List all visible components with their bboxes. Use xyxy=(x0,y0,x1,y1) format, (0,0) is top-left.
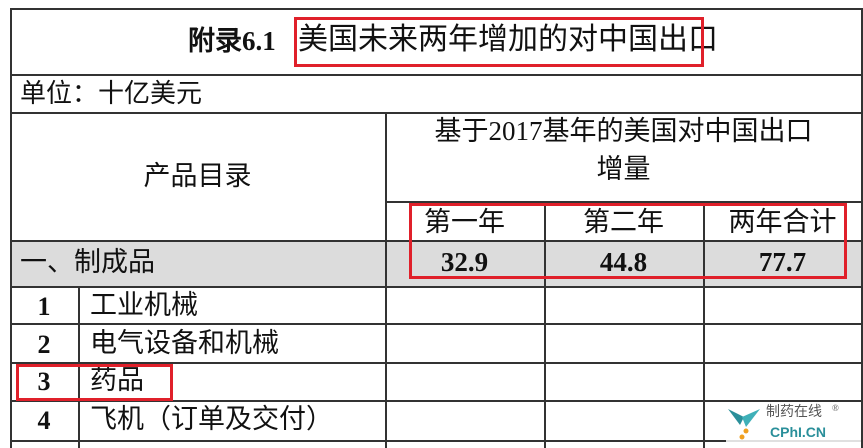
category-value: 77.7 xyxy=(758,247,807,277)
values-highlight-box xyxy=(409,203,847,279)
watermark-cn: 制药在线 xyxy=(766,404,822,420)
divider xyxy=(10,8,862,10)
divider xyxy=(10,8,12,448)
unit-label: 单位：十亿美元 xyxy=(20,79,203,108)
category-label: 一、制成品 xyxy=(20,247,155,277)
row-label: 电气设备和机械 xyxy=(90,328,279,358)
divider xyxy=(10,286,862,288)
appendix-label: 附录6.1 xyxy=(188,26,276,56)
category-value: 44.8 xyxy=(599,247,648,277)
divider xyxy=(10,323,862,325)
year-header: 两年合计 xyxy=(728,207,837,237)
row-number: 1 xyxy=(37,292,51,321)
divider xyxy=(703,201,705,448)
row-label: 飞机（订单及交付） xyxy=(90,404,333,434)
divider xyxy=(385,201,862,203)
divider xyxy=(544,201,546,448)
row-number: 3 xyxy=(37,367,51,396)
divider xyxy=(861,8,863,448)
category-value: 32.9 xyxy=(440,247,489,277)
title-highlight-box xyxy=(294,17,704,67)
divider xyxy=(10,112,862,114)
col-group-header-line2: 增量 xyxy=(596,154,651,184)
row-label: 药品 xyxy=(90,365,144,395)
divider xyxy=(10,440,862,442)
divider xyxy=(10,400,862,402)
divider xyxy=(10,74,862,76)
year-header: 第一年 xyxy=(424,207,505,237)
divider xyxy=(385,112,387,448)
watermark-en: CPhI.CN xyxy=(770,424,826,440)
drug-row-highlight-box xyxy=(16,364,173,401)
divider xyxy=(10,240,862,242)
row-number: 2 xyxy=(37,330,51,359)
row-label: 工业机械 xyxy=(90,290,198,320)
watermark-registered: ® xyxy=(832,403,839,413)
row-number: 4 xyxy=(37,406,51,435)
year-header: 第二年 xyxy=(583,207,664,237)
cphi-logo-icon xyxy=(728,409,760,440)
col-group-header-line1: 基于2017基年的美国对中国出口 xyxy=(434,116,813,146)
col-product-header: 产品目录 xyxy=(143,161,252,191)
cphi-logo: 制药在线 ® CPhI.CN xyxy=(726,403,861,443)
divider xyxy=(10,362,862,364)
divider xyxy=(78,286,80,448)
table-title: 美国未来两年增加的对中国出口 xyxy=(298,22,718,57)
